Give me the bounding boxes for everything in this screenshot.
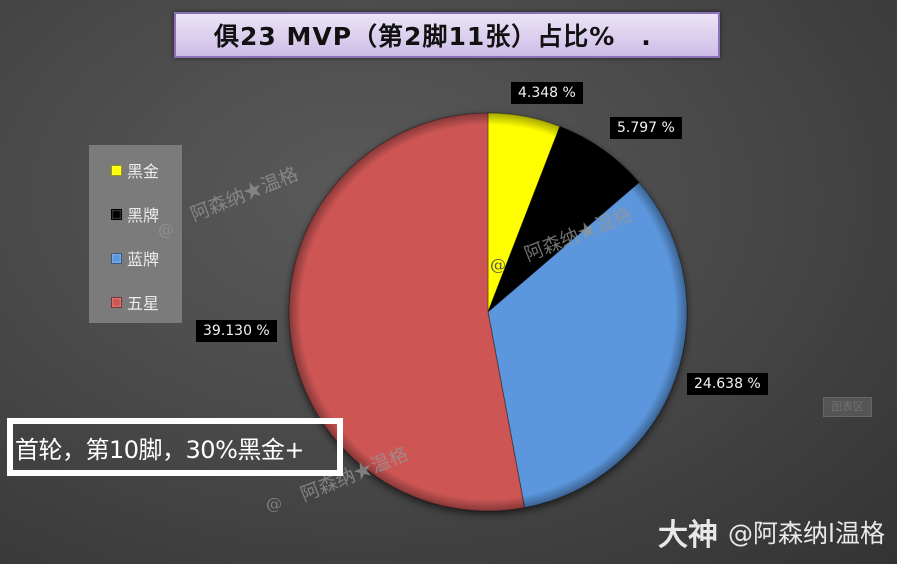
- legend-item-lanpai[interactable]: 蓝牌: [111, 246, 159, 270]
- watermark-at: @: [158, 220, 174, 239]
- legend-swatch-icon: [111, 296, 122, 308]
- data-label-lanpai: 24.638 %: [687, 373, 768, 395]
- chart-area-tag: 图表区: [823, 397, 872, 417]
- legend-swatch-icon: [111, 208, 122, 220]
- legend-label: 五星: [127, 294, 160, 313]
- legend-label: 黑牌: [127, 206, 160, 225]
- legend-swatch-icon: [111, 164, 122, 176]
- legend-label: 黑金: [127, 162, 160, 181]
- legend-swatch-icon: [111, 252, 122, 264]
- brand-user: @阿森纳l温格: [728, 519, 885, 548]
- annotation-box: 首轮，第10脚，30%黑金+: [7, 418, 343, 476]
- brand-logo: 大神: [658, 518, 719, 553]
- legend-item-heipai[interactable]: 黑牌: [111, 202, 159, 226]
- data-label-heipai: 5.797 %: [610, 117, 682, 139]
- brand-watermark: 大神 @阿森纳l温格: [658, 510, 885, 554]
- legend-item-heijin[interactable]: 黑金: [111, 158, 159, 182]
- chart-title: 俱23 MVP（第2脚11张）占比% .: [174, 12, 720, 58]
- legend-label: 蓝牌: [127, 250, 160, 269]
- watermark-at: @: [490, 255, 506, 274]
- data-label-heijin: 4.348 %: [511, 82, 583, 104]
- legend: 黑金 黑牌 蓝牌 五星: [89, 145, 182, 323]
- legend-item-wuxing[interactable]: 五星: [111, 290, 159, 314]
- watermark-at: @: [266, 494, 282, 513]
- data-label-wuxing: 39.130 %: [196, 320, 277, 342]
